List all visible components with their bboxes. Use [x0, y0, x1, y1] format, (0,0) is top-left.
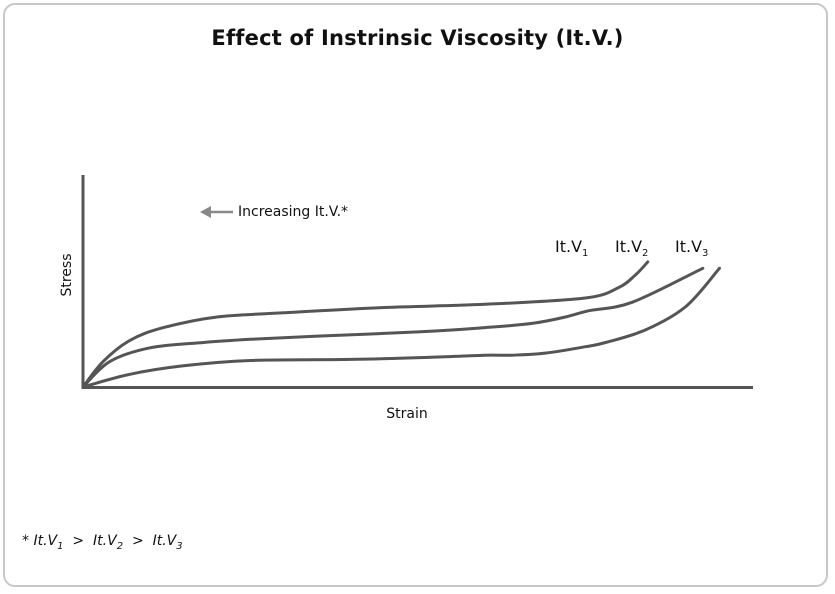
series-label-2: It.V2	[615, 237, 648, 259]
footnote-separator-1: >	[72, 533, 85, 549]
series-line-1	[81, 260, 650, 389]
series-label-3: It.V3	[675, 237, 708, 259]
series-label-2-base: It.V	[615, 237, 643, 256]
series-layer	[81, 260, 721, 389]
footnote-item-2-sub: 2	[116, 541, 124, 552]
series-line-3	[81, 266, 721, 389]
series-label-1-base: It.V	[555, 237, 583, 256]
footnote-item-2-base: It.V	[93, 533, 117, 549]
y-axis-label: Stress	[59, 253, 75, 297]
footnote-item-1-base: It.V	[33, 533, 58, 549]
footnote-item-3-base: It.V	[152, 533, 177, 549]
series-label-1-sub: 1	[582, 248, 589, 259]
annotation-arrow	[200, 206, 233, 218]
chart-title: Effect of Instrinsic Viscosity (It.V.)	[211, 26, 624, 50]
footnote-separator-2: >	[131, 533, 144, 549]
series-label-3-base: It.V	[675, 237, 703, 256]
footnote: * It.V1 > It.V2 > It.V3	[22, 533, 183, 552]
series-label-3-sub: 3	[702, 248, 709, 259]
footnote-item-3-sub: 3	[176, 541, 183, 552]
series-label-1: It.V1	[555, 237, 588, 259]
y-axis-label-wrap: Stress	[52, 253, 82, 297]
footnote-star: *	[22, 533, 29, 549]
series-label-2-sub: 2	[642, 248, 649, 259]
x-axis-label: Strain	[386, 406, 428, 422]
annotation-text: Increasing It.V.*	[238, 204, 349, 220]
figure-frame	[3, 3, 828, 587]
footnote-item-1-sub: 1	[57, 541, 64, 552]
series-line-2	[81, 266, 705, 389]
